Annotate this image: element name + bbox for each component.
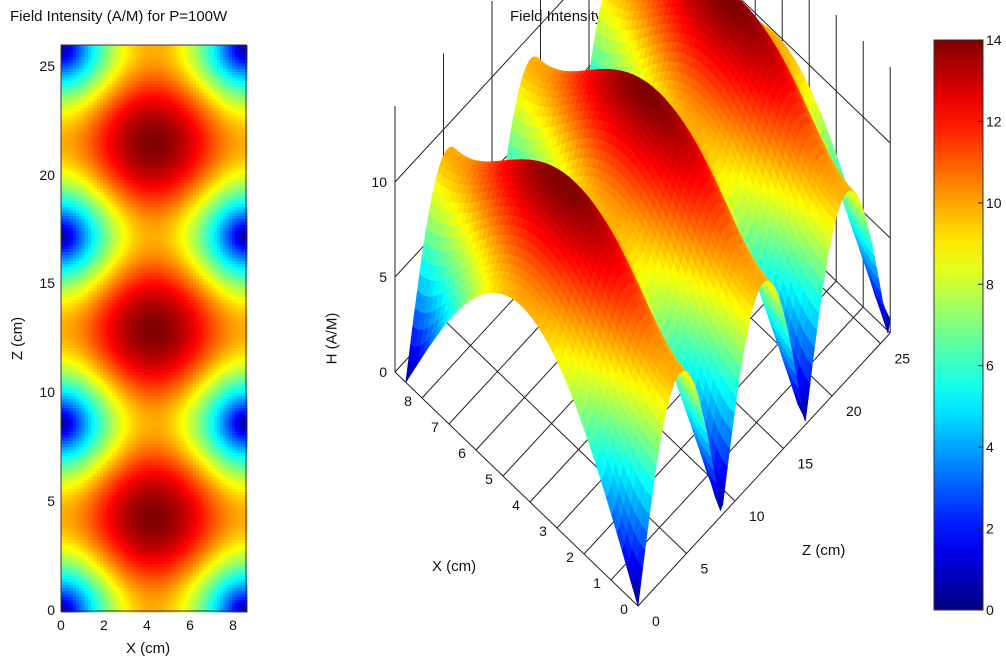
floor-gridline <box>610 306 864 581</box>
heatmap-frame <box>60 44 247 612</box>
heatmap-ytick: 0 <box>47 602 55 618</box>
surface-tick-label: 3 <box>539 523 547 539</box>
heatmap-ytick: 15 <box>39 275 55 292</box>
surface-tick-label: 7 <box>431 419 439 435</box>
surface-tick-label: 5 <box>379 269 387 285</box>
surface-ticks: 0 1 2 3 4 5 6 7 8 0 5 10 15 20 25 0 5 10 <box>371 174 910 629</box>
surface-tick-label: 5 <box>701 561 709 577</box>
heatmap-xtick: 4 <box>143 617 151 633</box>
heatmap-xtick: 2 <box>100 617 108 633</box>
surface-ylabel: Z (cm) <box>802 542 846 559</box>
heatmap-ytick: 25 <box>39 57 55 74</box>
surface-tick-label: 20 <box>846 403 862 419</box>
floor-gridline <box>394 371 639 607</box>
colorbar-tick-label: 10 <box>986 195 1002 211</box>
heatmap-xlabel: X (cm) <box>126 640 171 657</box>
colorbar-tick-label: 6 <box>986 358 994 374</box>
wall-gridline <box>394 0 564 183</box>
colorbar-tick-label: 14 <box>986 32 1002 48</box>
heatmap-ytick: 20 <box>39 166 55 183</box>
heatmap-ytick: 10 <box>39 384 55 401</box>
surface-tick-label: 4 <box>512 497 520 513</box>
surface-tick-label: 0 <box>620 601 628 617</box>
heatmap-xtick: 0 <box>57 617 65 633</box>
heatmap-title: Field Intensity (A/M) for P=100W <box>10 8 228 25</box>
surface-tick-label: 1 <box>593 575 601 591</box>
surface-xlabel: X (cm) <box>432 558 477 575</box>
surface-tick-label: 0 <box>652 613 660 629</box>
heatmap-cells <box>61 45 248 613</box>
surface-tick-label: 10 <box>749 508 765 524</box>
wall-gridline <box>740 0 891 144</box>
surface-tick-label: 25 <box>895 351 911 367</box>
surface-tick-label: 8 <box>404 393 412 409</box>
heatmap-xtick: 6 <box>186 617 194 633</box>
surface-tick-label: 2 <box>566 549 574 565</box>
surface-tick-label: 6 <box>458 445 466 461</box>
colorbar-tick-label: 2 <box>986 521 994 537</box>
surface-mesh <box>405 0 891 607</box>
colorbar-tick-label: 0 <box>986 602 994 618</box>
colorbar-tick-label: 8 <box>986 276 994 292</box>
heatmap-ytick: 5 <box>47 493 55 510</box>
surface-tick-label: 0 <box>379 364 387 380</box>
colorbar-tick-label: 12 <box>986 113 1002 129</box>
surface-tick-label: 5 <box>485 471 493 487</box>
colorbar-tick-label: 4 <box>986 439 994 455</box>
colorbar-frame <box>933 39 984 611</box>
heatmap-xtick: 8 <box>229 617 237 633</box>
surface-tick-label: 10 <box>371 174 387 190</box>
surface-tick-label: 15 <box>798 456 814 472</box>
floor-gridline <box>637 332 891 607</box>
colorbar-gradient <box>934 40 983 610</box>
